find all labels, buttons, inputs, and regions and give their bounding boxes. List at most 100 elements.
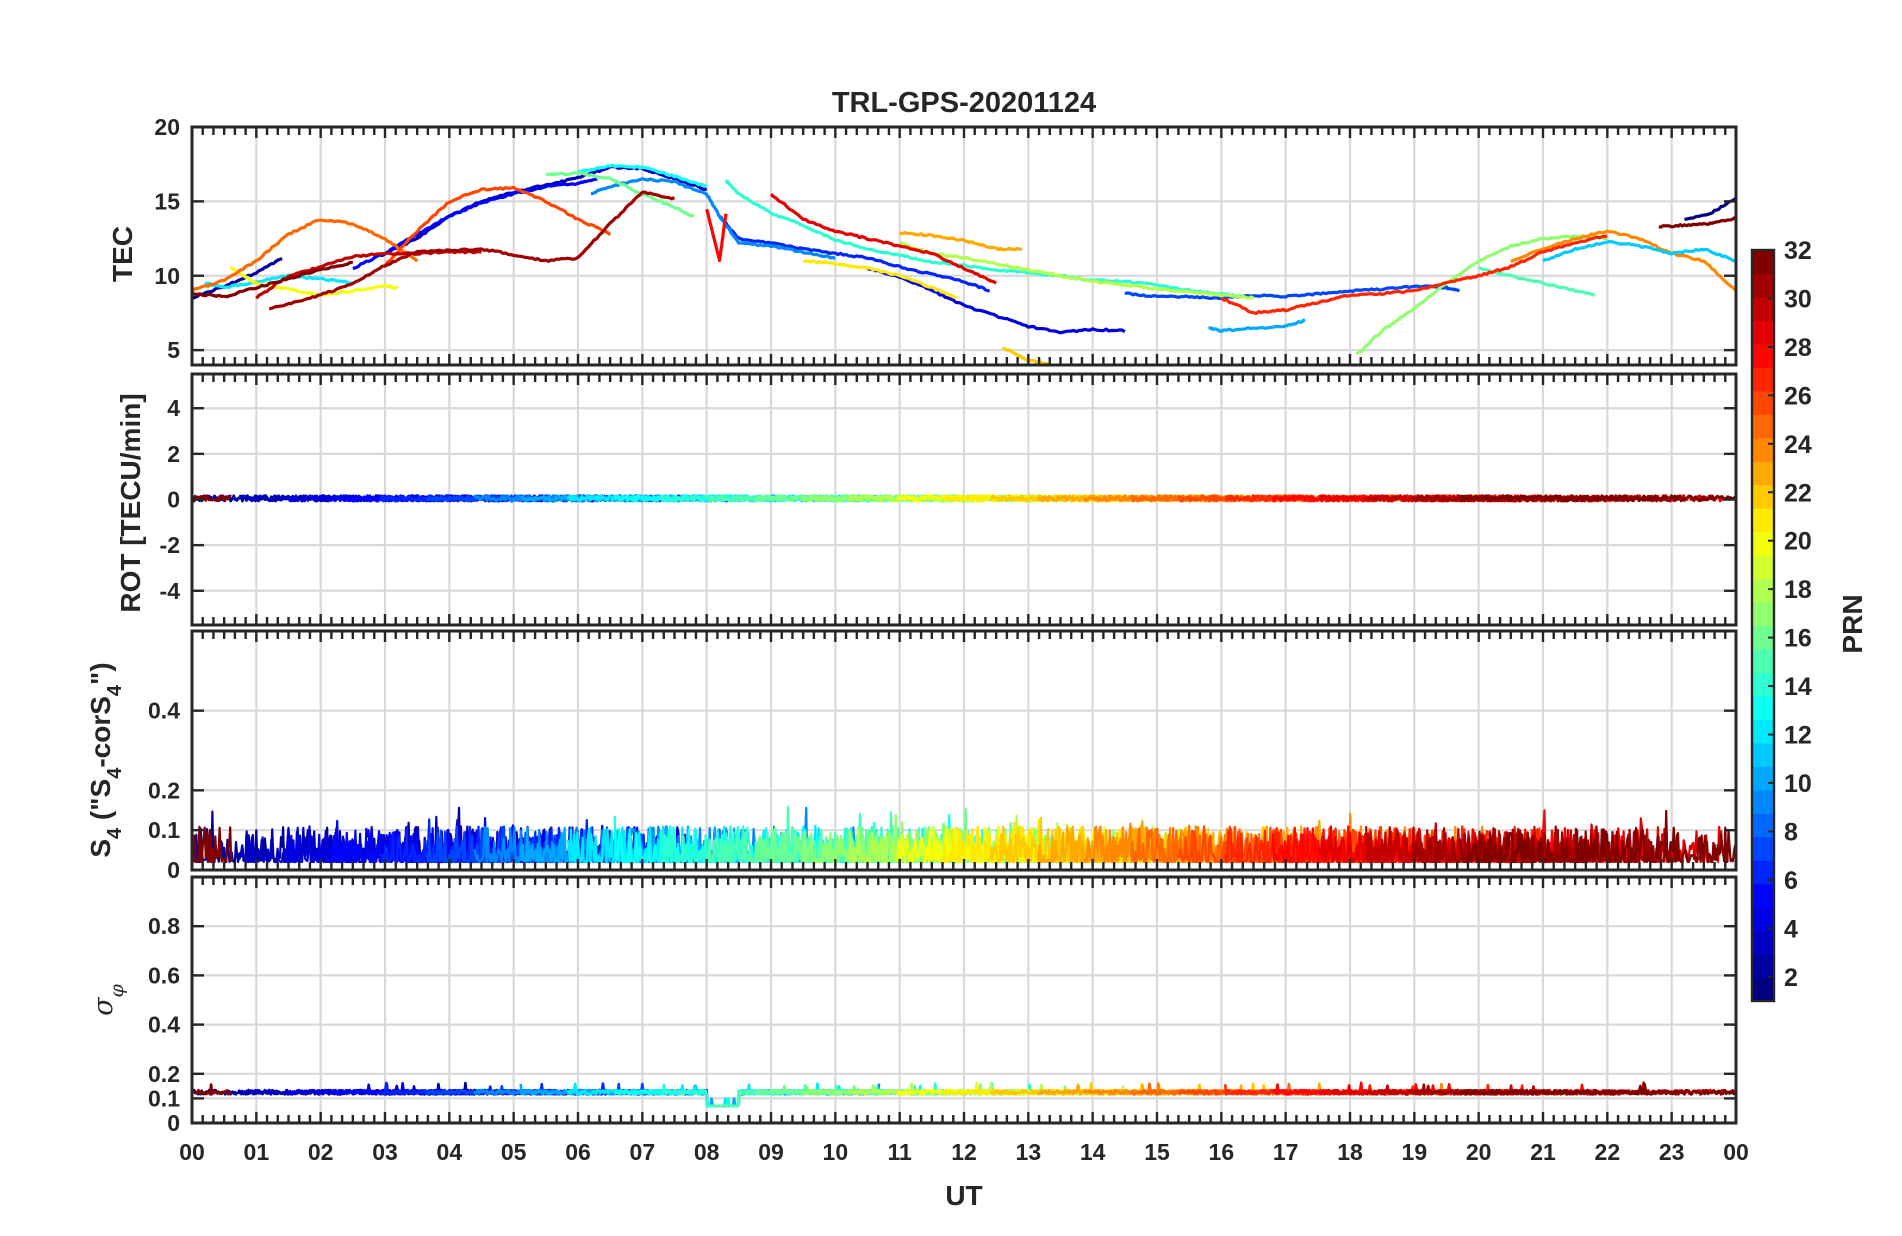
- colorbar-band: [1752, 367, 1774, 392]
- minor-ticks: [190, 877, 1738, 1125]
- colorbar-band: [1752, 648, 1774, 674]
- tec-line: [1658, 215, 1736, 229]
- x-axis-ticks: 00 01 02 03 04 05 06 07 08 09 10 11 12 13 14 15 16 17 18 19…: [179, 1139, 1749, 1165]
- colorbar-band: [1752, 907, 1774, 932]
- x-tick-label: 14: [1080, 1139, 1106, 1165]
- tec-y-tick-label: 15: [154, 188, 180, 214]
- minor-ticks: [190, 631, 1738, 872]
- sigma_phi-y-tick-label: 0.2: [148, 1061, 180, 1087]
- colorbar-tick-label: 4: [1784, 915, 1798, 943]
- tec-y-tick-label: 10: [154, 263, 180, 289]
- sigma_phi-y-tick-label: 0.8: [148, 913, 180, 939]
- x-tick-label: 11: [888, 1139, 913, 1165]
- x-tick-label: 12: [951, 1139, 977, 1165]
- x-tick-label: 07: [630, 1139, 656, 1165]
- colorbar-tick-label: 18: [1784, 576, 1812, 604]
- tec-line: [899, 240, 1254, 300]
- sigma_phi-grid: [190, 877, 1738, 1125]
- colorbar-band: [1752, 719, 1774, 744]
- colorbar-band: [1752, 883, 1774, 908]
- tec-line: [705, 208, 728, 263]
- tec-line: [1124, 284, 1461, 300]
- rot-y-tick-label: 0: [167, 487, 180, 513]
- colorbar-band: [1752, 320, 1774, 345]
- colorbar-band: [1752, 273, 1774, 298]
- tec-line: [1355, 233, 1608, 356]
- tec-line: [866, 266, 1126, 335]
- colorbar-band: [1752, 390, 1774, 415]
- colorbar-tick-label: 26: [1784, 382, 1812, 410]
- colorbar-band: [1752, 860, 1774, 885]
- s4-line: [192, 825, 233, 864]
- tec-line: [802, 259, 958, 299]
- colorbar-band: [1752, 484, 1774, 509]
- tec-y-tick-label: 5: [167, 337, 180, 363]
- s4-y-tick-label: 0: [167, 857, 180, 883]
- colorbar-band: [1752, 437, 1774, 462]
- tec-line: [1220, 234, 1608, 316]
- colorbar-tick-label: 14: [1784, 673, 1812, 701]
- x-tick-label: 15: [1144, 1139, 1170, 1165]
- rot-y-tick-label: 2: [167, 441, 180, 467]
- tec-line: [899, 230, 1023, 252]
- colorbar-band: [1752, 555, 1774, 580]
- sigma-phi-y-label: σφ: [88, 983, 128, 1015]
- tec-line: [1510, 229, 1736, 292]
- s4-line: [1458, 809, 1736, 864]
- x-tick-label: 23: [1659, 1139, 1685, 1165]
- sigma_phi-y-tick-label: 0.6: [148, 962, 180, 988]
- s4-y-tick-label: 0.1: [148, 817, 180, 843]
- rot-line: [192, 494, 232, 503]
- colorbar-band: [1752, 578, 1774, 603]
- colorbar-tick-label: 2: [1784, 964, 1798, 992]
- sigma-phi-panel: 00.10.2 0.4 0.6 0.8: [148, 875, 1738, 1136]
- colorbar-band: [1752, 766, 1774, 791]
- x-tick-label: 06: [565, 1139, 591, 1165]
- tec-line: [1684, 196, 1736, 222]
- x-tick-label: 03: [372, 1139, 398, 1165]
- colorbar-tick-label: 6: [1784, 867, 1798, 895]
- colorbar-tick-label: 16: [1784, 625, 1812, 653]
- colorbar-band: [1752, 531, 1774, 556]
- sigma_phi-y-tick-label: 0: [167, 1110, 180, 1136]
- x-axis-label: UT: [945, 1180, 982, 1211]
- tec-line: [269, 190, 676, 311]
- tec-line: [204, 273, 354, 290]
- s4-y-label: S4 ("S4-corS4"): [85, 662, 126, 857]
- sigma_phi-line: [1458, 1082, 1736, 1096]
- rot-line: [1458, 494, 1736, 503]
- sigma_phi-line: [192, 1083, 233, 1096]
- x-tick-label: 18: [1337, 1139, 1363, 1165]
- colorbar-tick-label: 10: [1784, 770, 1812, 798]
- tec-line: [192, 260, 354, 299]
- colorbar-band: [1752, 625, 1774, 650]
- x-tick-label: 01: [244, 1139, 270, 1165]
- colorbar-band: [1752, 672, 1774, 697]
- sigma_phi-series: [192, 1081, 1736, 1108]
- colorbar-band: [1752, 813, 1774, 838]
- tec-y-tick-label: 20: [154, 114, 180, 140]
- colorbar-band: [1752, 930, 1774, 955]
- tec-line: [383, 185, 612, 267]
- tec-line: [545, 171, 695, 218]
- tec-line: [590, 177, 836, 260]
- chart-title: TRL-GPS-20201124: [832, 87, 1096, 119]
- rot-series: [192, 494, 1736, 503]
- tec-grid: [190, 125, 1738, 365]
- tec-line: [1207, 318, 1306, 334]
- x-tick-label: 02: [308, 1139, 334, 1165]
- colorbar-band: [1752, 461, 1774, 486]
- x-tick-label: 22: [1595, 1139, 1621, 1165]
- x-tick-label: 19: [1402, 1139, 1428, 1165]
- x-tick-label: 17: [1273, 1139, 1299, 1165]
- minor-ticks: [190, 125, 1738, 365]
- sigma_phi-y-tick-label: 0.4: [148, 1012, 180, 1038]
- colorbar-band: [1752, 250, 1774, 275]
- x-tick-label: 08: [694, 1139, 720, 1165]
- colorbar-band: [1752, 742, 1774, 767]
- tec-y-label: TEC: [107, 226, 138, 282]
- tec-line: [718, 214, 990, 293]
- sigma_phi-line: [1412, 1081, 1685, 1096]
- x-tick-label: 20: [1466, 1139, 1492, 1165]
